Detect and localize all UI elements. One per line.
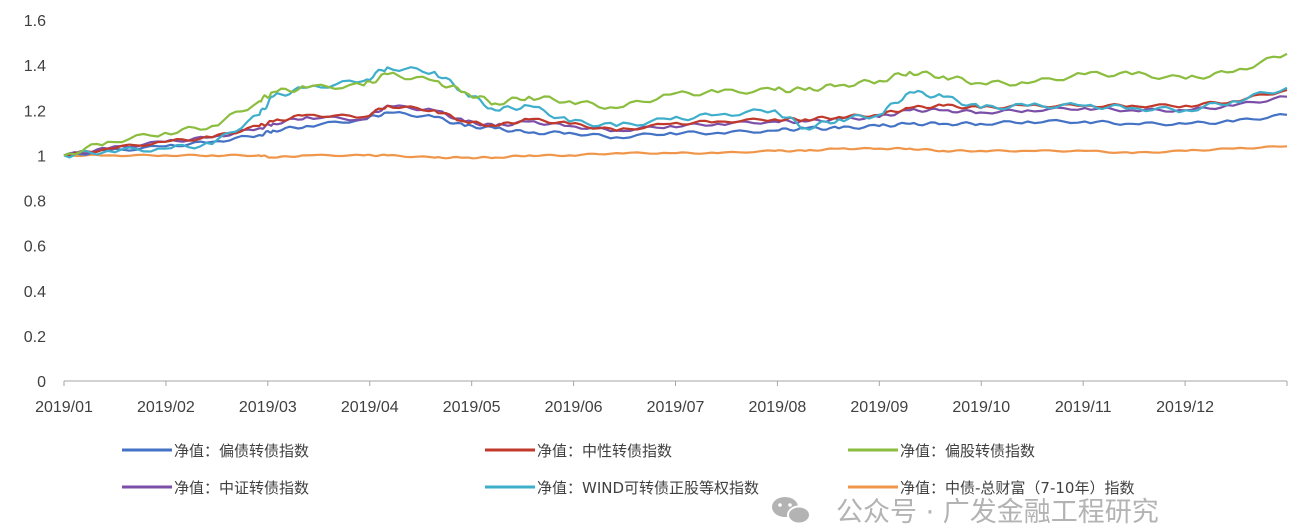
series-line	[63, 66, 1288, 159]
y-tick-label: 0	[37, 374, 46, 391]
x-tick-label: 2019/01	[35, 399, 93, 416]
series-line	[63, 95, 1288, 157]
x-tick-label: 2019/04	[341, 399, 399, 416]
legend-label: 净值：偏股转债指数	[900, 442, 1035, 460]
x-tick-label: 2019/06	[545, 399, 603, 416]
y-tick-label: 1.2	[24, 103, 46, 120]
y-tick-label: 0.6	[24, 239, 46, 256]
watermark: 公众号 · 广发金融工程研究	[772, 497, 1159, 528]
legend-label: 净值：中债-总财富（7-10年）指数	[900, 479, 1134, 497]
legend-label: 净值：WIND可转债正股等权指数	[537, 479, 759, 497]
wechat-icon	[772, 497, 811, 525]
x-tick-label: 2019/09	[850, 399, 908, 416]
x-tick-label: 2019/08	[748, 399, 806, 416]
y-tick-label: 1	[37, 148, 46, 165]
series-line	[63, 110, 1288, 157]
y-tick-label: 0.4	[24, 284, 46, 301]
x-tick-label: 2019/05	[443, 399, 501, 416]
y-tick-label: 0.2	[24, 329, 46, 346]
x-axis-ticks: 2019/01 2019/02 2019/03 2019/04 2019/05 2019/…	[35, 381, 1288, 416]
x-tick-label: 2019/11	[1055, 399, 1112, 416]
x-tick-label: 2019/02	[137, 399, 195, 416]
x-tick-label: 2019/03	[239, 399, 297, 416]
legend-label: 净值：偏债转债指数	[174, 442, 309, 460]
y-axis-ticks: 0 0.2 0.4 0.6 0.8 1 1.2 1.4 1.6	[24, 13, 46, 391]
x-tick-label: 2019/12	[1156, 399, 1214, 416]
y-tick-label: 0.8	[24, 194, 46, 211]
series-line	[63, 145, 1288, 160]
legend-label: 净值：中证转债指数	[174, 479, 309, 497]
y-tick-label: 1.4	[24, 58, 46, 75]
series-line	[63, 52, 1288, 157]
watermark-text: 公众号 · 广发金融工程研究	[836, 497, 1159, 528]
legend-label: 净值：中性转债指数	[537, 442, 672, 460]
x-tick-label: 2019/10	[952, 399, 1010, 416]
y-tick-label: 1.6	[24, 13, 46, 30]
x-tick-label: 2019/07	[647, 399, 705, 416]
series-lines	[63, 52, 1288, 160]
